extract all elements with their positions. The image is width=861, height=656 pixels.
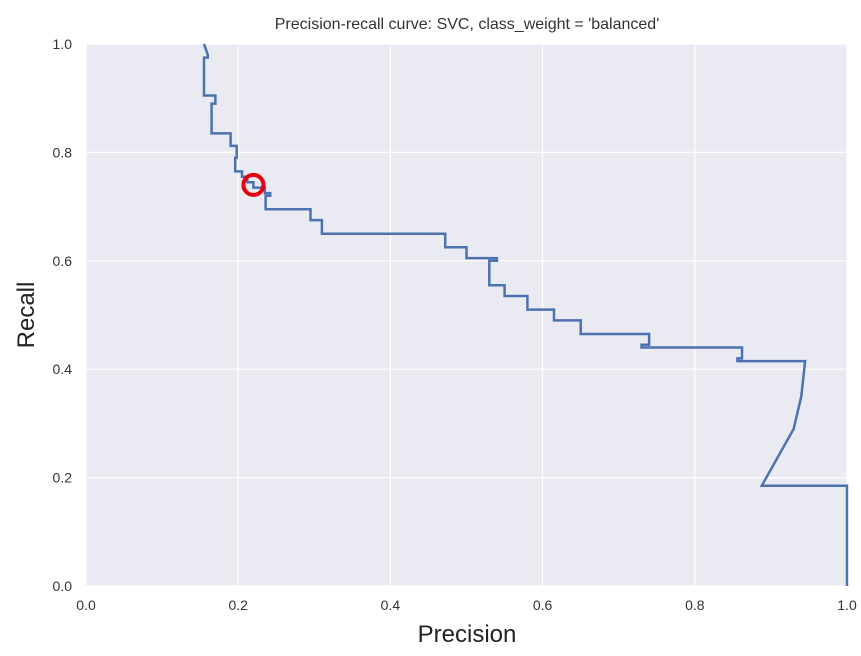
x-tick-label: 0.6 xyxy=(533,597,553,613)
precision-recall-series-line xyxy=(202,43,849,586)
highlighted-threshold-marker xyxy=(241,172,266,197)
x-tick-label: 0.8 xyxy=(685,597,705,613)
y-tick-label: 1.0 xyxy=(53,36,73,52)
x-axis-label: Precision xyxy=(418,621,517,648)
grid-lines xyxy=(85,43,848,587)
y-tick-label: 0.4 xyxy=(53,361,73,377)
x-tick-label: 1.0 xyxy=(837,597,857,613)
y-tick-label: 0.8 xyxy=(53,144,73,160)
y-axis-label: Recall xyxy=(13,282,40,349)
x-tick-label: 0.4 xyxy=(381,597,401,613)
tick-labels: 0.0 0.2 0.4 0.6 0.8 1.0 0.0 0.2 0.4 0.6 0.8 1.0 xyxy=(53,36,857,613)
y-tick-label: 0.6 xyxy=(53,253,73,269)
y-tick-label: 0.2 xyxy=(53,470,73,486)
plot-area xyxy=(86,44,847,586)
x-tick-label: 0.0 xyxy=(76,597,96,613)
x-tick-label: 0.2 xyxy=(228,597,248,613)
chart-title: Precision-recall curve: SVC, class_weigh… xyxy=(275,16,660,33)
y-tick-label: 0.0 xyxy=(53,578,73,594)
